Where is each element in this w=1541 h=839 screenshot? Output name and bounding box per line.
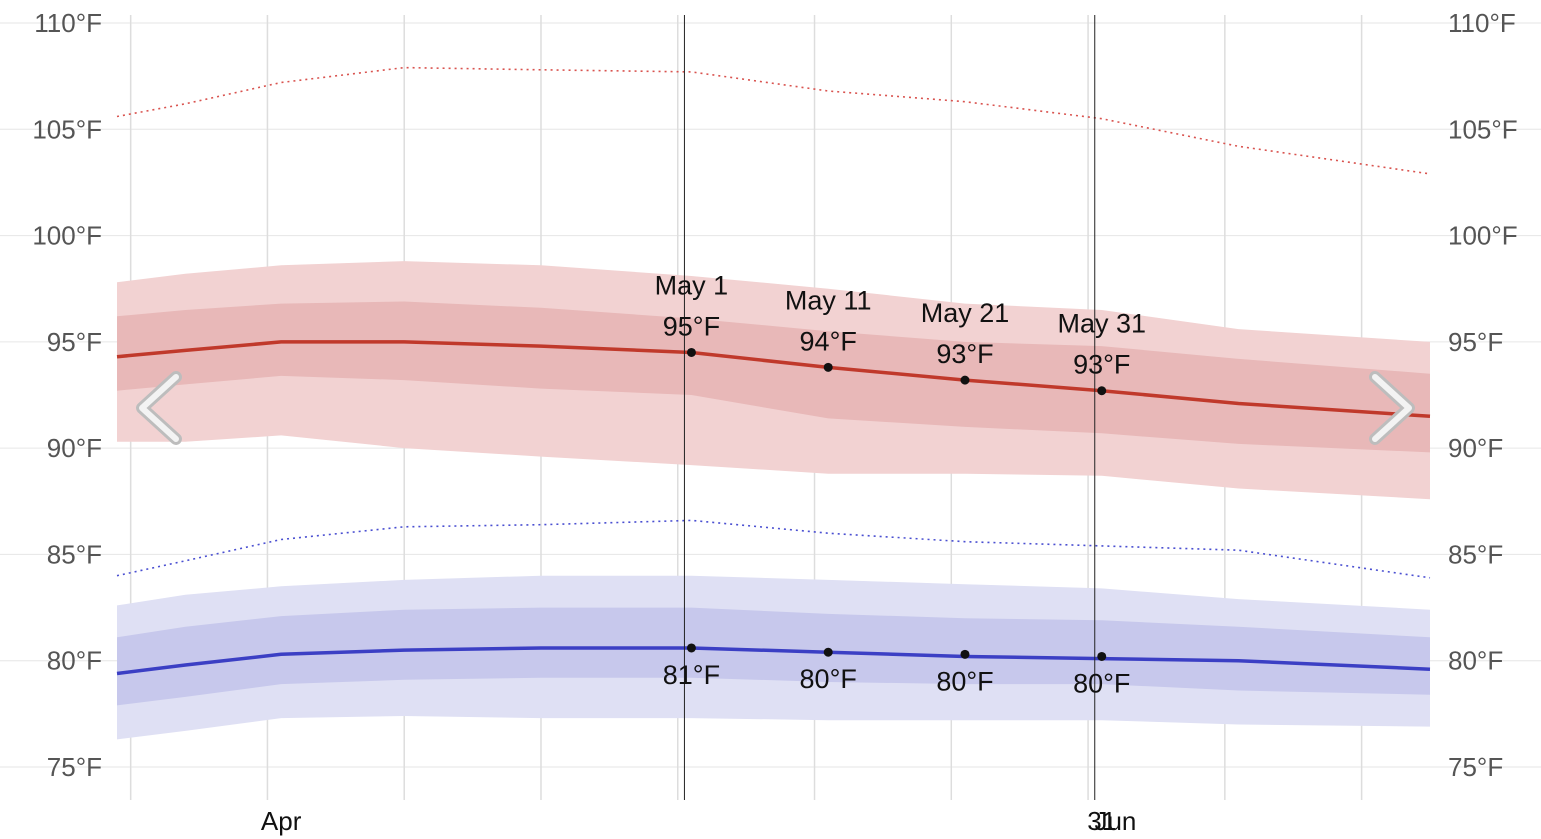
chevron-right-icon[interactable]	[1369, 371, 1415, 445]
y-tick-label-left: 85°F	[47, 539, 102, 569]
y-tick-label-left: 105°F	[32, 114, 102, 144]
annotation-points	[686, 347, 1107, 661]
x-tick-label: 31	[1087, 806, 1116, 836]
annotation-high-label: 93°F	[1073, 350, 1130, 380]
y-tick-label-left: 100°F	[32, 221, 102, 251]
annotation-high-label: 93°F	[936, 339, 993, 369]
date-cursors	[683, 15, 1096, 800]
y-tick-label-left: 90°F	[47, 433, 102, 463]
low-band-p25-p75	[117, 607, 1430, 706]
y-tick-label-right: 75°F	[1448, 752, 1503, 782]
low-point	[1097, 651, 1107, 661]
low-point	[960, 649, 970, 659]
annotation-high-label: 94°F	[800, 326, 857, 356]
annotation-date-label: May 21	[921, 298, 1010, 328]
percentile-bands	[117, 261, 1430, 740]
y-tick-label-left: 80°F	[47, 646, 102, 676]
y-tick-label-left: 95°F	[47, 327, 102, 357]
annotation-date-label: May 1	[655, 270, 729, 300]
annotation-date-label: May 31	[1057, 309, 1146, 339]
y-tick-label-right: 110°F	[1448, 8, 1516, 38]
high-point	[686, 347, 696, 357]
annotation-labels: May 1 95°F 81°F May 11 94°F 80°F May 21 93°F 80°…	[655, 270, 1146, 698]
y-tick-label-right: 90°F	[1448, 433, 1503, 463]
x-tick-label: Jun	[1094, 806, 1136, 836]
annotation-low-label: 80°F	[1073, 668, 1130, 698]
annotation-low-label: 80°F	[800, 664, 857, 694]
annotation-date-label: May 11	[785, 285, 872, 315]
nav-controls[interactable]	[136, 371, 1415, 445]
y-tick-label-left: 75°F	[47, 752, 102, 782]
low-point	[686, 643, 696, 653]
y-tick-label-left: 110°F	[34, 8, 102, 38]
high-band-p25-p75	[117, 301, 1430, 453]
x-tick-label: Apr	[261, 806, 302, 836]
low-point	[823, 647, 833, 657]
annotation-low-label: 81°F	[663, 660, 720, 690]
high-point	[823, 362, 833, 372]
y-tick-label-right: 95°F	[1448, 327, 1503, 357]
high-point	[1097, 386, 1107, 396]
annotation-high-label: 95°F	[663, 311, 720, 341]
y-tick-label-right: 100°F	[1448, 221, 1518, 251]
annotation-low-label: 80°F	[936, 666, 993, 696]
low-max-line	[116, 519, 1431, 579]
y-tick-label-right: 105°F	[1448, 114, 1518, 144]
chevron-left-icon[interactable]	[136, 371, 182, 445]
y-tick-label-right: 85°F	[1448, 539, 1503, 569]
high-point	[960, 375, 970, 385]
high-max-line	[116, 66, 1431, 175]
y-tick-label-right: 80°F	[1448, 646, 1503, 676]
axes: 75°F 75°F 80°F 80°F 85°F 85°F 90°F 90°F 95°F 95°F…	[32, 8, 1517, 836]
